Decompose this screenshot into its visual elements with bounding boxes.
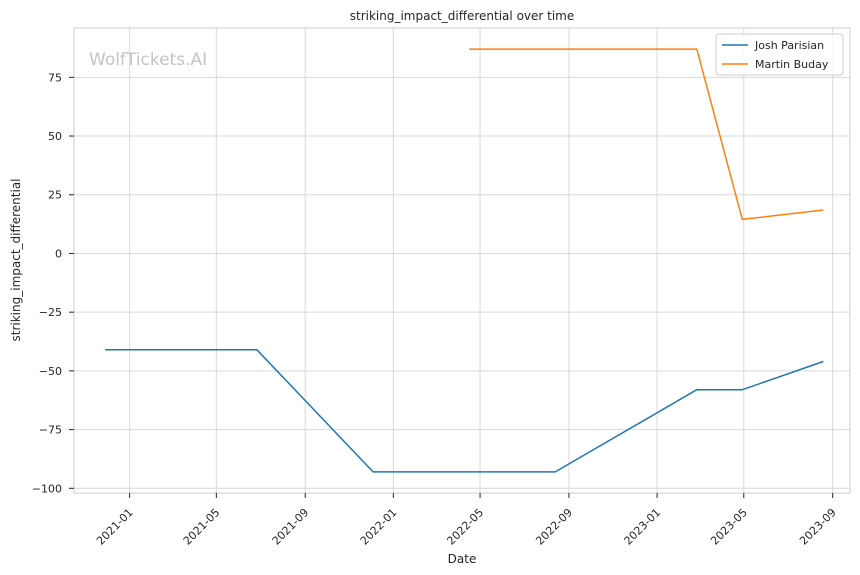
plot-frame: [73, 27, 851, 494]
y-tick-label-50: −50: [39, 365, 62, 378]
y-tick-label-75: 75: [48, 71, 62, 84]
y-tick-label-75: −75: [39, 424, 62, 437]
x-axis-title: Date: [448, 552, 477, 566]
series-layer: [105, 48, 824, 473]
series-line-josh-parisian: [105, 348, 824, 473]
y-axis-ticks: 75 50 25 0 −25 −50 −75 −100: [32, 71, 74, 495]
y-tick-label-50: 50: [48, 130, 62, 143]
legend: Josh Parisian Martin Buday: [715, 33, 844, 76]
series-line-martin-buday: [469, 48, 824, 221]
chart-title: striking_impact_differential over time: [350, 9, 575, 23]
y-axis-title: striking_impact_differential: [9, 178, 23, 341]
y-tick-label-100: −100: [32, 482, 62, 495]
y-tick-label-0: 0: [55, 247, 62, 260]
y-tick-label-25: 25: [48, 189, 62, 202]
watermark: WolfTickets.AI: [89, 50, 207, 70]
legend-label-martin-buday: Martin Buday: [755, 58, 829, 71]
legend-label-josh-parisian: Josh Parisian: [754, 39, 824, 52]
y-tick-label-25: −25: [39, 306, 62, 319]
